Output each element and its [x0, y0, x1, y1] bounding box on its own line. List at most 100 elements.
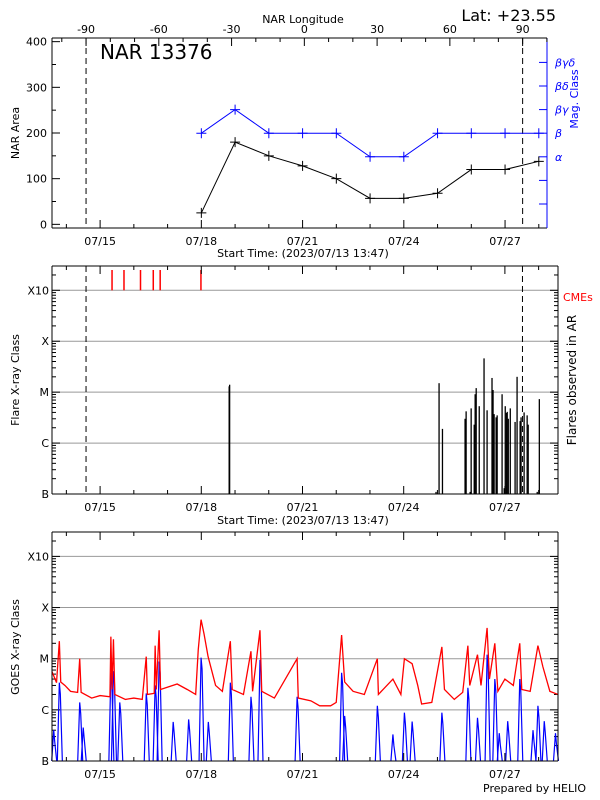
nar-area-point: [230, 137, 241, 148]
mag-class-point: [196, 128, 207, 139]
goes-short-channel-spike: [541, 721, 548, 762]
region-title: NAR 13376: [100, 40, 213, 64]
goes-short-channel-spike: [530, 730, 537, 762]
panel1-xlabel: Start Time: (2023/07/13 13:47): [217, 247, 389, 260]
y-tick-label: X: [41, 602, 49, 615]
nar-area-point: [432, 188, 443, 199]
goes-long-channel-line: [51, 619, 559, 707]
longitude-tick-label: 60: [443, 23, 457, 36]
goes-short-channel-spike: [198, 657, 205, 762]
panel2-xlabel: Start Time: (2023/07/13 13:47): [217, 514, 389, 527]
nar-area-point: [297, 160, 308, 171]
goes-short-channel-spike: [339, 672, 346, 762]
y-tick-label: M: [40, 653, 50, 666]
x-tick-label: 07/27: [489, 501, 521, 514]
cme-label: CMEs: [563, 291, 593, 304]
mag-class-point: [533, 128, 544, 139]
mag-class-point: [500, 128, 511, 139]
y-tick-label: B: [41, 488, 49, 501]
goes-short-channel-spike: [51, 730, 58, 762]
nar-area-point: [196, 207, 207, 218]
goes-short-channel-spike: [409, 721, 416, 762]
x-tick-label: 07/27: [489, 235, 521, 248]
mag-class-axis-label: Mag. Class: [568, 69, 581, 128]
goes-short-channel-spike: [492, 679, 499, 762]
latitude-label: Lat: +23.55: [461, 6, 556, 25]
nar-area-point: [533, 156, 544, 167]
y-tick-label: 400: [26, 36, 47, 49]
prepared-by-credit: Prepared by HELIO: [483, 782, 586, 795]
longitude-tick-label: -30: [223, 23, 241, 36]
nar-area-point: [466, 164, 477, 175]
goes-short-channel-spike: [505, 721, 512, 762]
x-tick-label: 07/24: [388, 501, 420, 514]
panel2-right-label: Flares observed in AR: [565, 315, 579, 445]
mag-class-point: [365, 151, 376, 162]
x-tick-label: 07/18: [185, 768, 217, 781]
longitude-tick-label: 0: [301, 23, 308, 36]
y-tick-label: X10: [27, 550, 49, 563]
y-tick-label: X: [41, 335, 49, 348]
y-tick-label: C: [41, 437, 49, 450]
y-tick-label: B: [41, 755, 49, 768]
goes-short-channel-spike: [465, 687, 472, 762]
x-tick-label: 07/15: [84, 235, 116, 248]
nar-area-point: [331, 173, 342, 184]
panel3-ylabel: GOES X-ray Class: [9, 599, 22, 695]
goes-short-channel-spike: [248, 696, 255, 762]
goes-short-channel-spike: [390, 734, 397, 762]
goes-short-channel-spike: [496, 733, 503, 762]
x-tick-label: 07/21: [287, 768, 319, 781]
mag-class-point: [297, 128, 308, 139]
goes-short-channel-spike: [186, 719, 193, 762]
mag-class-point: [398, 151, 409, 162]
nar-area-point: [398, 193, 409, 204]
goes-short-channel-spike: [401, 712, 408, 762]
x-tick-label: 07/21: [287, 501, 319, 514]
goes-short-channel-spike: [294, 696, 301, 762]
mag-class-tick-label: α: [555, 151, 563, 164]
goes-short-channel-spike: [535, 705, 542, 762]
goes-short-channel-spike: [77, 702, 84, 762]
goes-short-channel-spike: [474, 717, 482, 762]
goes-short-channel-spike: [374, 705, 381, 762]
mag-class-tick-label: βγ: [554, 104, 569, 117]
x-tick-label: 07/27: [489, 768, 521, 781]
y-tick-label: C: [41, 704, 49, 717]
top-axis-title: NAR Longitude: [262, 13, 344, 26]
y-tick-label: 0: [40, 218, 47, 231]
longitude-tick-label: 30: [370, 23, 384, 36]
goes-short-channel-spike: [152, 685, 159, 762]
panel2-ylabel: Flare X-ray Class: [9, 334, 22, 426]
mag-class-point: [230, 104, 241, 115]
goes-short-channel-spike: [484, 654, 491, 762]
mag-class-tick-label: β: [554, 127, 562, 140]
longitude-tick-label: 90: [516, 23, 530, 36]
goes-short-channel-spike: [117, 702, 124, 762]
y-tick-label: M: [40, 386, 50, 399]
x-tick-label: 07/24: [388, 768, 420, 781]
longitude-tick-label: -90: [77, 23, 95, 36]
goes-short-channel-spike: [80, 727, 87, 762]
nar-area-point: [263, 150, 274, 161]
x-tick-label: 07/21: [287, 235, 319, 248]
x-tick-label: 07/15: [84, 768, 116, 781]
goes-short-channel-spike: [205, 721, 212, 762]
goes-short-channel-spike: [342, 715, 349, 762]
x-tick-label: 07/18: [185, 235, 217, 248]
mag-class-point: [331, 128, 342, 139]
goes-panel: B C M X X10 07/15 07/18 07/21 07/24 07/27: [27, 531, 560, 781]
y-tick-label: X10: [27, 284, 49, 297]
y-tick-label: 300: [26, 81, 47, 94]
panel1-ylabel: NAR Area: [9, 107, 22, 159]
longitude-tick-label: -60: [150, 23, 168, 36]
goes-short-channel-spike: [552, 733, 560, 762]
nar-area-point: [365, 193, 376, 204]
x-tick-label: 07/18: [185, 501, 217, 514]
x-tick-label: 07/15: [84, 501, 116, 514]
goes-short-channel-spike: [227, 682, 234, 762]
nar-area-point: [500, 164, 511, 175]
